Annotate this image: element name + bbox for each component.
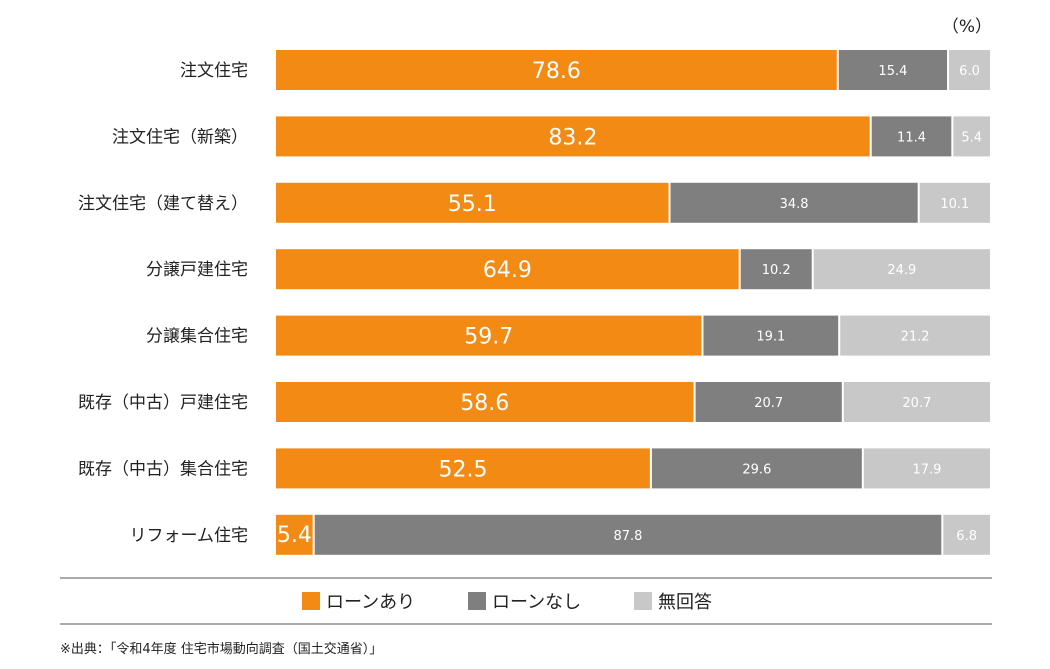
bar-segment-loan-yes bbox=[276, 382, 694, 422]
category-label: リフォーム住宅 bbox=[130, 526, 249, 546]
data-label: 10.2 bbox=[762, 263, 791, 278]
data-label: 87.8 bbox=[614, 529, 643, 544]
data-label: 19.1 bbox=[756, 330, 785, 345]
bar-segment-no-answer bbox=[949, 50, 990, 90]
category-label: 分譲集合住宅 bbox=[146, 327, 248, 347]
legend: ローンあり ローンなし 無回答 bbox=[302, 592, 712, 613]
bar-segment-no-answer bbox=[813, 249, 990, 290]
legend-swatch bbox=[302, 592, 320, 610]
data-label: 10.1 bbox=[940, 197, 969, 212]
data-label: 52.5 bbox=[438, 457, 487, 482]
data-label: 59.7 bbox=[464, 325, 513, 350]
bar-segment-no-answer bbox=[943, 514, 990, 555]
bar-segment-loan-no bbox=[651, 448, 862, 489]
bar-segment-loan-yes bbox=[276, 448, 650, 489]
data-label: 78.6 bbox=[532, 59, 581, 84]
bar-segment-no-answer bbox=[953, 116, 990, 157]
legend-label: 無回答 bbox=[658, 592, 712, 613]
bar-segment-loan-no bbox=[871, 116, 952, 157]
data-label: 20.7 bbox=[902, 396, 931, 411]
data-label: 29.6 bbox=[742, 462, 771, 477]
category-label: 注文住宅 bbox=[180, 61, 248, 81]
data-label: 58.6 bbox=[460, 391, 509, 416]
category-label: 注文住宅（建て替え） bbox=[78, 194, 248, 214]
category-label: 分譲戸建住宅 bbox=[146, 260, 248, 280]
data-label: 5.4 bbox=[961, 130, 982, 145]
bar-segment-loan-no bbox=[703, 315, 839, 356]
data-label: 34.8 bbox=[780, 197, 809, 212]
bar-segment-loan-yes bbox=[276, 249, 739, 290]
legend-swatch bbox=[634, 592, 652, 610]
legend-label: ローンあり bbox=[326, 592, 415, 613]
bar-segment-loan-yes bbox=[276, 514, 313, 555]
bar-segment-no-answer bbox=[919, 182, 990, 223]
category-label: 既存（中古）集合住宅 bbox=[78, 459, 248, 479]
data-label: 15.4 bbox=[878, 64, 907, 79]
data-label: 55.1 bbox=[448, 192, 497, 217]
bar-segment-loan-no bbox=[670, 182, 918, 223]
bar-segment-loan-no bbox=[314, 514, 942, 555]
data-label: 5.4 bbox=[277, 523, 312, 548]
data-label: 24.9 bbox=[887, 263, 916, 278]
bar-segment-loan-yes bbox=[276, 116, 870, 157]
bar-segment-no-answer bbox=[840, 315, 990, 356]
legend-swatch bbox=[468, 592, 486, 610]
data-label: 6.0 bbox=[959, 64, 980, 79]
bar-segment-no-answer bbox=[843, 382, 990, 422]
bar-segment-no-answer bbox=[863, 448, 990, 489]
data-label: 17.9 bbox=[912, 462, 941, 477]
category-label: 既存（中古）戸建住宅 bbox=[78, 393, 248, 413]
bar-segment-loan-no bbox=[740, 249, 812, 290]
category-label: 注文住宅（新築） bbox=[112, 127, 248, 147]
unit-label: （%） bbox=[942, 17, 992, 37]
source-note: ※出典：「令和4年度 住宅市場動向調査（国土交通省）」 bbox=[60, 642, 383, 657]
legend-label: ローンなし bbox=[492, 592, 581, 613]
bar-segment-loan-yes bbox=[276, 182, 669, 223]
bar-segment-loan-yes bbox=[276, 315, 702, 356]
data-label: 64.9 bbox=[483, 258, 532, 283]
bar-segment-loan-no bbox=[695, 382, 842, 422]
data-label: 6.8 bbox=[956, 529, 977, 544]
data-label: 21.2 bbox=[901, 330, 930, 345]
bar-segment-loan-no bbox=[838, 50, 948, 90]
data-label: 83.2 bbox=[548, 125, 597, 150]
data-label: 20.7 bbox=[754, 396, 783, 411]
chart-rows: 注文住宅 78.6 15.4 6.0 注文住宅（新築） 83.2 11.4 5.4 注文住宅（建… bbox=[78, 50, 990, 555]
bar-segment-loan-yes bbox=[276, 50, 837, 90]
data-label: 11.4 bbox=[897, 130, 926, 145]
